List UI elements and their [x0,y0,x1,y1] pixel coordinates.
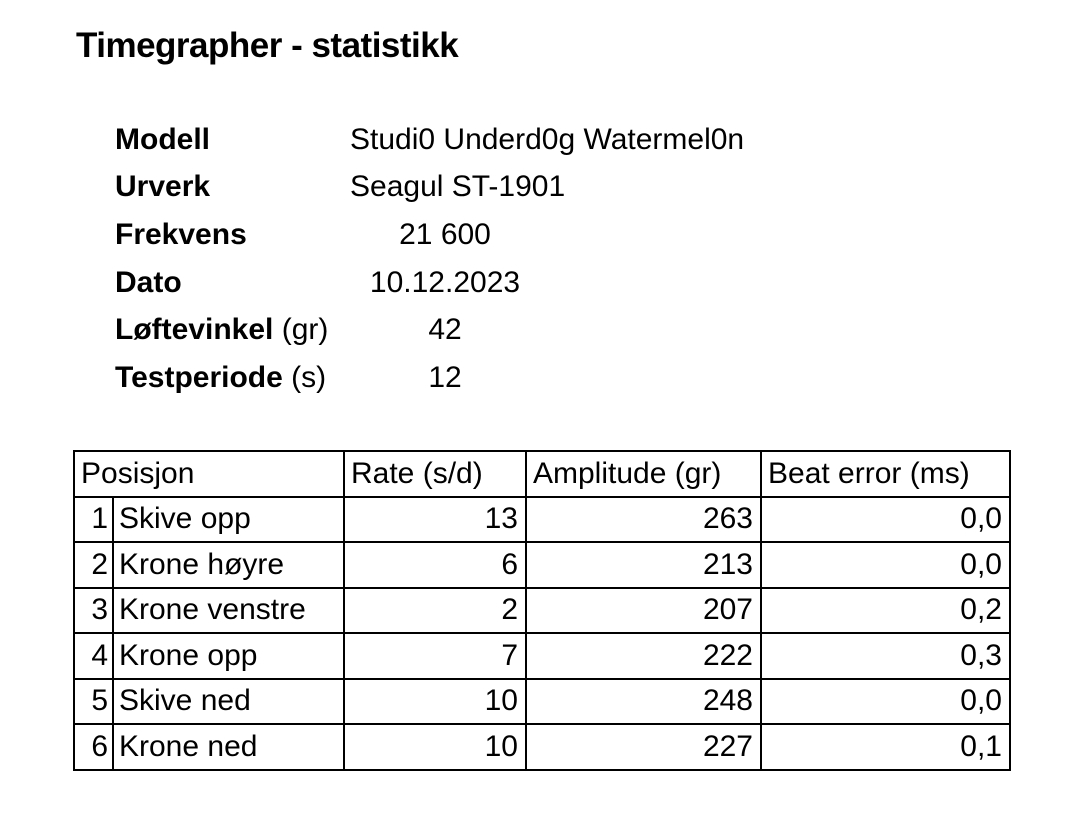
metadata-value: 21 600 [399,217,491,251]
cell-row-number: 2 [73,541,114,589]
cell-amplitude: 263 [525,495,762,543]
cell-position: Skive opp [112,495,345,543]
metadata-label: Urverk [115,170,350,204]
table-row: 2 Krone høyre 6 213 0,0 [73,541,1011,589]
metadata-row-urverk: Urverk Seagul ST-1901 [115,164,566,212]
metadata-value: 10.12.2023 [369,265,521,299]
table-row: 5 Skive ned 10 248 0,0 [73,677,1011,725]
page-title: Timegrapher - statistikk [76,26,459,65]
cell-amplitude: 222 [525,632,762,680]
cell-position: Krone venstre [112,586,345,634]
cell-rate: 13 [343,495,527,543]
cell-rate: 6 [343,541,527,589]
metadata-row-loftevinkel: Løftevinkel (gr) 42 [115,306,540,354]
metadata-label-text: Urverk [115,170,211,204]
metadata-row-modell: Modell Studi0 Underd0g Watermel0n [115,116,745,164]
cell-position: Krone høyre [112,541,345,589]
metadata-label-unit: (gr) [273,313,329,347]
column-header-posisjon: Posisjon [73,450,345,498]
metadata-value: Seagul ST-1901 [350,170,566,204]
metadata-row-frekvens: Frekvens 21 600 [115,211,540,259]
statistics-table: Posisjon Rate (s/d) Amplitude (gr) Beat … [73,450,1011,771]
metadata-value: 12 [428,360,462,394]
table-row: 3 Krone venstre 2 207 0,2 [73,586,1011,634]
cell-rate: 2 [343,586,527,634]
cell-amplitude: 207 [525,586,762,634]
cell-position: Krone ned [112,723,345,771]
metadata-value: 42 [428,313,462,347]
column-header-beat-error: Beat error (ms) [760,450,1011,498]
metadata-label-text: Testperiode [115,360,283,394]
table-row: 4 Krone opp 7 222 0,3 [73,632,1011,680]
cell-amplitude: 248 [525,677,762,725]
metadata-label: Frekvens [115,218,350,252]
cell-amplitude: 213 [525,541,762,589]
cell-beat-error: 0,1 [760,723,1011,771]
cell-row-number: 5 [73,677,114,725]
metadata-label: Løftevinkel (gr) [115,313,350,347]
table-row: 6 Krone ned 10 227 0,1 [73,723,1011,771]
cell-amplitude: 227 [525,723,762,771]
metadata-label: Dato [115,266,350,300]
table-header-row: Posisjon Rate (s/d) Amplitude (gr) Beat … [73,450,1011,498]
cell-row-number: 1 [73,495,114,543]
metadata-row-dato: Dato 10.12.2023 [115,259,540,307]
cell-rate: 7 [343,632,527,680]
cell-position: Skive ned [112,677,345,725]
cell-row-number: 4 [73,632,114,680]
metadata-label: Testperiode (s) [115,361,350,395]
metadata-block: Modell Studi0 Underd0g Watermel0n Urverk… [115,116,745,402]
cell-beat-error: 0,0 [760,677,1011,725]
cell-row-number: 3 [73,586,114,634]
cell-beat-error: 0,3 [760,632,1011,680]
metadata-label-text: Frekvens [115,217,247,251]
cell-beat-error: 0,0 [760,541,1011,589]
cell-position: Krone opp [112,632,345,680]
metadata-label-text: Løftevinkel [115,313,274,347]
metadata-label-unit: (s) [282,360,327,394]
cell-rate: 10 [343,723,527,771]
column-header-rate: Rate (s/d) [343,450,527,498]
cell-rate: 10 [343,677,527,725]
metadata-value: Studi0 Underd0g Watermel0n [350,122,745,156]
metadata-label: Modell [115,123,350,157]
cell-beat-error: 0,0 [760,495,1011,543]
column-header-amplitude: Amplitude (gr) [525,450,762,498]
table-row: 1 Skive opp 13 263 0,0 [73,495,1011,543]
cell-row-number: 6 [73,723,114,771]
cell-beat-error: 0,2 [760,586,1011,634]
metadata-label-text: Modell [115,122,210,156]
metadata-row-testperiode: Testperiode (s) 12 [115,354,540,402]
metadata-label-text: Dato [115,265,182,299]
